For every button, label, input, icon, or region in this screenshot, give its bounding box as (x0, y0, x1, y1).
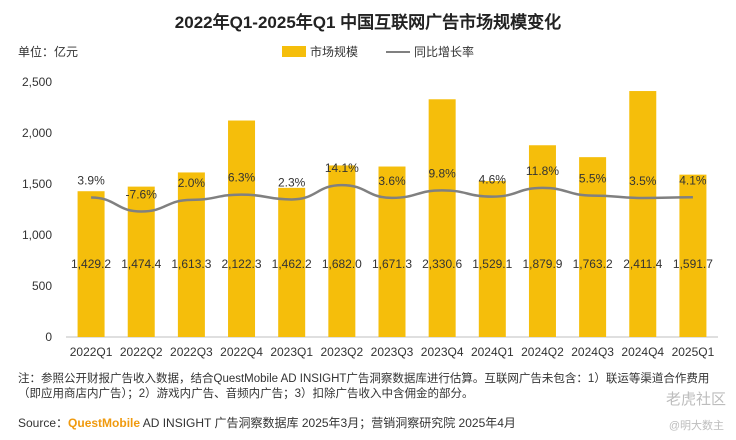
growth-line (91, 183, 693, 213)
growth-value-label: 4.6% (479, 173, 507, 187)
growth-value-label: 2.3% (278, 175, 306, 189)
bar (528, 145, 556, 337)
growth-value-label: 3.9% (77, 174, 105, 188)
x-tick-label: 2022Q3 (170, 345, 213, 359)
x-tick-label: 2024Q4 (621, 345, 664, 359)
growth-value-label: 5.5% (579, 172, 607, 186)
bar (478, 181, 506, 337)
bar-value-label: 2,330.6 (422, 257, 462, 271)
growth-value-label: 3.6% (378, 174, 406, 188)
x-tick-label: 2023Q3 (371, 345, 414, 359)
y-tick-label: 1,000 (22, 228, 52, 242)
source-text: AD INSIGHT 广告洞察数据库 2025年3月；营销洞察研究院 2025年… (140, 416, 516, 430)
bar (278, 187, 306, 337)
y-tick-label: 2,000 (22, 126, 52, 140)
bar (228, 120, 256, 338)
bar-value-label: 1,462.2 (272, 257, 312, 271)
watermark-text: 老虎社区 (665, 391, 726, 408)
bar-value-label: 1,682.0 (322, 257, 362, 271)
bar (328, 165, 356, 337)
source-line: Source：QuestMobile AD INSIGHT 广告洞察数据库 20… (18, 414, 516, 431)
x-tick-label: 2022Q4 (220, 345, 263, 359)
bar-value-label: 2,411.4 (623, 257, 662, 271)
bar (177, 172, 205, 337)
bar (77, 191, 105, 337)
y-tick-label: 1,500 (22, 177, 52, 191)
bar-value-label: 1,474.4 (121, 257, 161, 271)
unit-label: 单位：亿元 (18, 45, 79, 59)
y-tick-label: 500 (32, 279, 52, 293)
y-tick-label: 2,500 (22, 75, 52, 89)
bar (579, 157, 607, 337)
footnote: 注：参照公开财报广告收入数据，结合QuestMobile AD INSIGHT广… (18, 373, 710, 400)
legend-line-label: 同比增长率 (414, 45, 475, 59)
x-tick-label: 2022Q2 (120, 345, 163, 359)
growth-value-label: 9.8% (428, 166, 456, 180)
growth-value-label: 14.1% (325, 161, 359, 175)
x-tick-label: 2024Q2 (521, 345, 564, 359)
bar-value-label: 2,122.3 (222, 257, 262, 271)
bar-value-label: 1,763.2 (573, 257, 613, 271)
legend-item-bar: 市场规模 (282, 43, 358, 60)
x-tick-label: 2023Q2 (320, 345, 363, 359)
x-tick-label: 2023Q1 (270, 345, 313, 359)
growth-value-label: 4.1% (679, 173, 707, 187)
bar (679, 174, 707, 337)
growth-value-label: 6.3% (228, 171, 256, 185)
y-tick-label: 0 (45, 330, 52, 344)
bar-value-label: 1,879.9 (522, 257, 562, 271)
growth-value-label: 11.8% (526, 164, 559, 178)
x-tick-label: 2022Q1 (70, 345, 113, 359)
bar-value-label: 1,671.3 (372, 257, 412, 271)
x-tick-label: 2023Q4 (421, 345, 464, 359)
legend-bar-label: 市场规模 (310, 45, 359, 59)
watermark-handle: @明大数主 (668, 420, 724, 432)
legend-item-line: 同比增长率 (366, 43, 474, 60)
legend: 市场规模 同比增长率 (282, 43, 474, 60)
x-tick-label: 2024Q1 (471, 345, 514, 359)
legend-bar-swatch (282, 46, 306, 57)
growth-value-label: 3.5% (629, 174, 657, 188)
bar (428, 99, 456, 337)
chart-plot: 0 500 1,000 1,500 2,000 2,500 1,429.2 2022Q1 1,4… (22, 75, 718, 359)
bar (629, 91, 657, 337)
growth-value-label: -7.6% (126, 188, 158, 202)
growth-value-label: 2.0% (178, 176, 206, 190)
x-tick-label: 2024Q3 (571, 345, 614, 359)
chart-title: 2022年Q1-2025年Q1 中国互联网广告市场规模变化 (174, 13, 562, 32)
source-prefix: Source： (18, 416, 69, 430)
source-brand: QuestMobile (68, 416, 141, 430)
legend-line-swatch (386, 50, 411, 53)
x-tick-label: 2025Q1 (672, 345, 715, 359)
bar-value-label: 1,429.2 (71, 257, 111, 271)
bar (378, 166, 406, 337)
bar-value-label: 1,591.7 (673, 257, 713, 271)
bar-value-label: 1,613.3 (171, 257, 211, 271)
bar-value-label: 1,529.1 (472, 257, 512, 271)
